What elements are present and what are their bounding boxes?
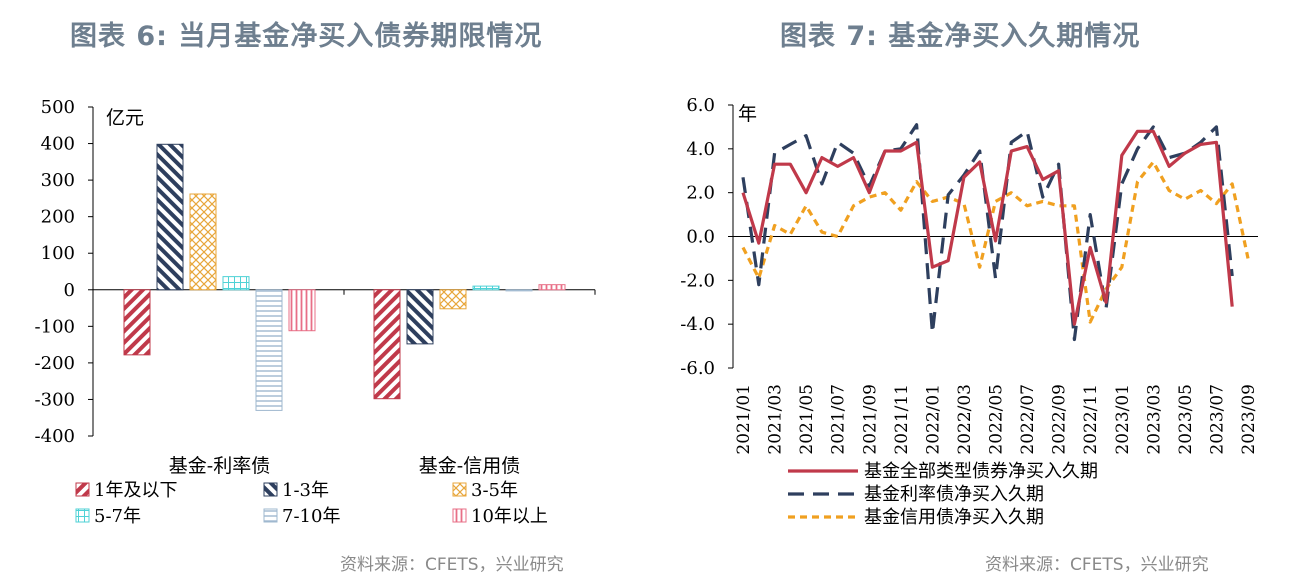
bar [156, 143, 184, 291]
bar [439, 289, 467, 310]
y-tick-label: 200 [41, 207, 75, 228]
x-tick-label: 2023/01 [1113, 384, 1133, 455]
y-unit-label: 亿元 [106, 107, 144, 129]
bar [189, 193, 217, 291]
bar [373, 289, 401, 400]
y-tick-label: -400 [35, 426, 75, 447]
x-tick-label: 2022/01 [923, 384, 943, 455]
y-tick-label: 400 [41, 134, 75, 155]
right-source-note: 资料来源：CFETS，兴业研究 [985, 555, 1209, 575]
bar [222, 276, 250, 291]
legend-label: 5-7年 [94, 506, 141, 527]
left-chart-title: 图表 6: 当月基金净买入债券期限情况 [70, 21, 543, 52]
x-tick-label: 2023/05 [1176, 384, 1196, 455]
y-tick-label: 4.0 [686, 139, 715, 160]
y-tick-label: 500 [41, 97, 75, 118]
series-line [741, 129, 1234, 326]
y-tick-label: 2.0 [686, 183, 715, 204]
bar [472, 285, 500, 291]
x-tick-label: 2021/01 [734, 384, 754, 455]
bar [288, 289, 316, 332]
legend-label: 1年及以下 [94, 480, 177, 501]
legend-label: 1-3年 [282, 480, 329, 501]
bar-chart: 500 400 300 200 100 0 -100 -200 -300 -400 亿元基金-利率债… [35, 97, 596, 527]
x-tick-label: 2022/05 [987, 384, 1007, 455]
legend-swatch [75, 508, 90, 523]
x-tick-label: 2021/05 [797, 384, 817, 455]
legend-swatch [452, 508, 467, 523]
y-tick-label: 100 [41, 243, 75, 264]
legend-label: 10年以上 [471, 506, 548, 527]
y-tick-label: 300 [41, 170, 75, 191]
series-line [741, 160, 1250, 324]
legend-swatch [75, 482, 90, 497]
x-tick-label: 2022/09 [1050, 384, 1070, 455]
bar [538, 284, 566, 291]
legend-label: 7-10年 [282, 506, 340, 527]
legend-label: 3-5年 [471, 480, 518, 501]
x-tick-label: 2023/09 [1239, 384, 1259, 455]
y-tick-label: -100 [35, 316, 75, 337]
legend-label: 基金信用债净买入久期 [864, 507, 1044, 528]
legend-label: 基金全部类型债券净买入久期 [864, 461, 1098, 482]
right-chart-title: 图表 7: 基金净买入久期情况 [780, 21, 1141, 52]
category-label: 基金-利率债 [169, 455, 270, 477]
y-tick-label: 0.0 [686, 227, 715, 248]
x-tick-label: 2022/11 [1081, 384, 1101, 455]
legend-label: 基金利率债净买入久期 [864, 484, 1044, 505]
legend-swatch [263, 482, 278, 497]
y-tick-label: 6.0 [686, 95, 715, 116]
legend-swatch [452, 482, 467, 497]
x-tick-label: 2021/07 [829, 384, 849, 455]
x-tick-label: 2022/07 [1018, 384, 1038, 455]
y-unit-label: 年 [738, 103, 757, 125]
line-chart: 6.0 4.0 2.0 0.0 -2.0 -4.0 -6.0 年 2021/01 2021/03 2… [680, 95, 1259, 528]
bar [123, 289, 151, 356]
y-tick-label: -6.0 [680, 358, 715, 379]
y-tick-label: 0 [64, 280, 75, 301]
bar [406, 289, 434, 345]
x-tick-label: 2021/11 [892, 384, 912, 455]
y-tick-label: -300 [35, 389, 75, 410]
x-tick-label: 2021/09 [860, 384, 880, 455]
x-tick-label: 2021/03 [766, 384, 786, 455]
bar [505, 289, 533, 292]
x-tick-label: 2022/03 [955, 384, 975, 455]
y-tick-label: -2.0 [680, 270, 715, 291]
left-source-note: 资料来源：CFETS，兴业研究 [340, 555, 564, 575]
bar [255, 289, 283, 411]
y-tick-label: -200 [35, 353, 75, 374]
x-tick-label: 2023/03 [1144, 384, 1164, 455]
legend-swatch [263, 508, 278, 523]
category-label: 基金-信用债 [419, 455, 520, 477]
y-tick-label: -4.0 [680, 314, 715, 335]
x-tick-label: 2023/07 [1207, 384, 1227, 455]
